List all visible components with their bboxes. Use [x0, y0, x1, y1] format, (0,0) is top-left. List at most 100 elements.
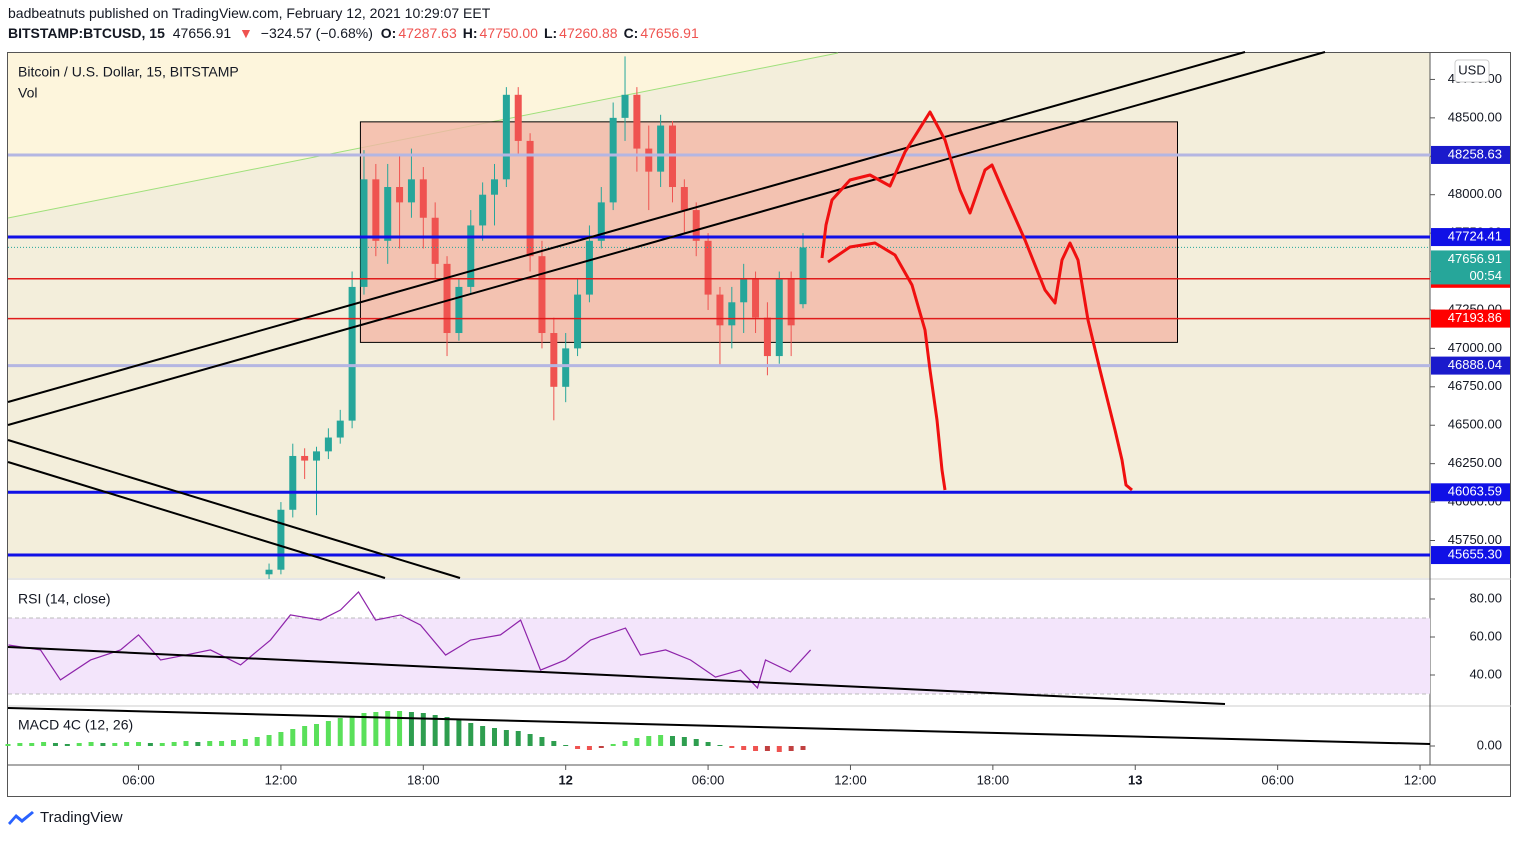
macd-bar	[64, 744, 70, 746]
trend-line	[7, 51, 1246, 403]
macd-bar	[5, 744, 11, 746]
macd-bar	[290, 729, 296, 746]
level-label: 45655.30	[1448, 546, 1502, 561]
x-tick-label: 06:00	[122, 772, 155, 787]
hand-drawing	[827, 241, 947, 491]
macd-bar	[503, 730, 509, 746]
y-tick-label: 80.00	[1469, 590, 1502, 605]
candle-body	[384, 187, 392, 241]
x-tick-label: 12:00	[834, 772, 867, 787]
macd-bar	[100, 743, 106, 746]
macd-bar	[634, 738, 640, 746]
ohlc-value: 47656.91	[640, 25, 699, 41]
symbol-bar: BITSTAMP:BTCUSD, 15 47656.91 ▼ −324.57 (…	[8, 25, 709, 41]
candle-body	[538, 256, 546, 334]
ohlc-key: L:	[543, 25, 558, 41]
candle-body	[289, 455, 297, 510]
level-label: 46063.59	[1448, 484, 1502, 499]
macd-bar	[741, 746, 747, 750]
macd-bar	[254, 737, 260, 746]
macd-bar	[242, 739, 248, 746]
level-label: 48258.63	[1448, 146, 1502, 161]
y-tick-label: 45750.00	[1448, 532, 1502, 547]
hand-drawing	[820, 110, 1133, 492]
x-tick-label: 18:00	[407, 772, 440, 787]
macd-bar	[551, 741, 557, 746]
macd-bar	[88, 742, 94, 746]
countdown: 00:54	[1469, 268, 1502, 283]
macd-bar	[17, 743, 23, 746]
candle-body	[348, 286, 356, 421]
currency-button[interactable]	[1454, 59, 1490, 83]
candle-body	[704, 240, 712, 295]
candle-body	[787, 279, 795, 326]
rectangle	[359, 121, 1178, 343]
logo	[8, 811, 34, 825]
brand: TradingView	[8, 809, 123, 826]
trend-line	[7, 707, 1431, 745]
level-label-bg	[1431, 356, 1510, 375]
candle-body	[728, 302, 736, 326]
macd-bar	[800, 746, 806, 750]
change: −324.57 (−0.68%)	[260, 25, 373, 41]
macd-bar	[729, 746, 735, 748]
macd-bar	[207, 741, 213, 746]
x-tick-label: 12:00	[265, 772, 298, 787]
candle-body	[692, 210, 700, 241]
ohlc-value: 47750.00	[479, 25, 538, 41]
candle-body	[609, 117, 617, 203]
macd-bar	[527, 734, 533, 746]
candle-body	[502, 94, 510, 180]
macd-bar	[468, 723, 474, 746]
y-tick-label: 46750.00	[1448, 378, 1502, 393]
macd-bar	[147, 743, 153, 746]
y-tick-label: 60.00	[1469, 628, 1502, 643]
macd-bar	[278, 732, 284, 746]
volume-title: Vol	[18, 85, 37, 101]
macd-bar	[444, 717, 450, 746]
macd-bar	[29, 743, 35, 746]
macd-bar	[361, 713, 367, 746]
y-tick-label: 48500.00	[1448, 109, 1502, 124]
candle-body	[301, 455, 309, 461]
y-tick-label: 40.00	[1469, 666, 1502, 681]
x-tick-label: 18:00	[977, 772, 1010, 787]
candle-body	[419, 179, 427, 218]
candle-body	[490, 179, 498, 195]
currency[interactable]: USD	[1458, 62, 1485, 77]
macd-bar	[753, 746, 759, 751]
macd-bar	[669, 736, 675, 746]
macd-bar	[681, 737, 687, 746]
macd-bar	[171, 742, 177, 746]
rsi-line	[8, 591, 812, 690]
macd-bar	[314, 724, 320, 746]
macd-bar	[302, 726, 308, 746]
candle-body	[633, 94, 641, 149]
macd-bar	[610, 744, 616, 746]
ohlc-key: H:	[462, 25, 478, 41]
candle-body	[775, 279, 783, 357]
y-tick-label: 46250.00	[1448, 455, 1502, 470]
macd-bar	[159, 743, 165, 746]
candle-body	[680, 187, 688, 211]
macd-bar	[480, 726, 486, 746]
brand-text: TradingView	[40, 809, 123, 826]
macd-bar	[432, 715, 438, 746]
macd-bar	[420, 713, 426, 746]
x-tick-label: 06:00	[692, 772, 725, 787]
symbol: BITSTAMP:BTCUSD, 15	[8, 25, 165, 41]
macd-bar	[230, 740, 236, 746]
macd-bar	[456, 720, 462, 746]
publish-info: badbeatnuts published on TradingView.com…	[8, 5, 491, 21]
trend-line	[7, 646, 1226, 705]
candle-body	[396, 187, 404, 203]
macd-title: MACD 4C (12, 26)	[18, 717, 133, 733]
ohlc-key: C:	[623, 25, 639, 41]
candle-body	[479, 194, 487, 226]
macd-bar	[349, 716, 355, 746]
candle-body	[799, 247, 807, 305]
price: 47656.91	[172, 25, 232, 41]
candle-body	[313, 451, 321, 461]
